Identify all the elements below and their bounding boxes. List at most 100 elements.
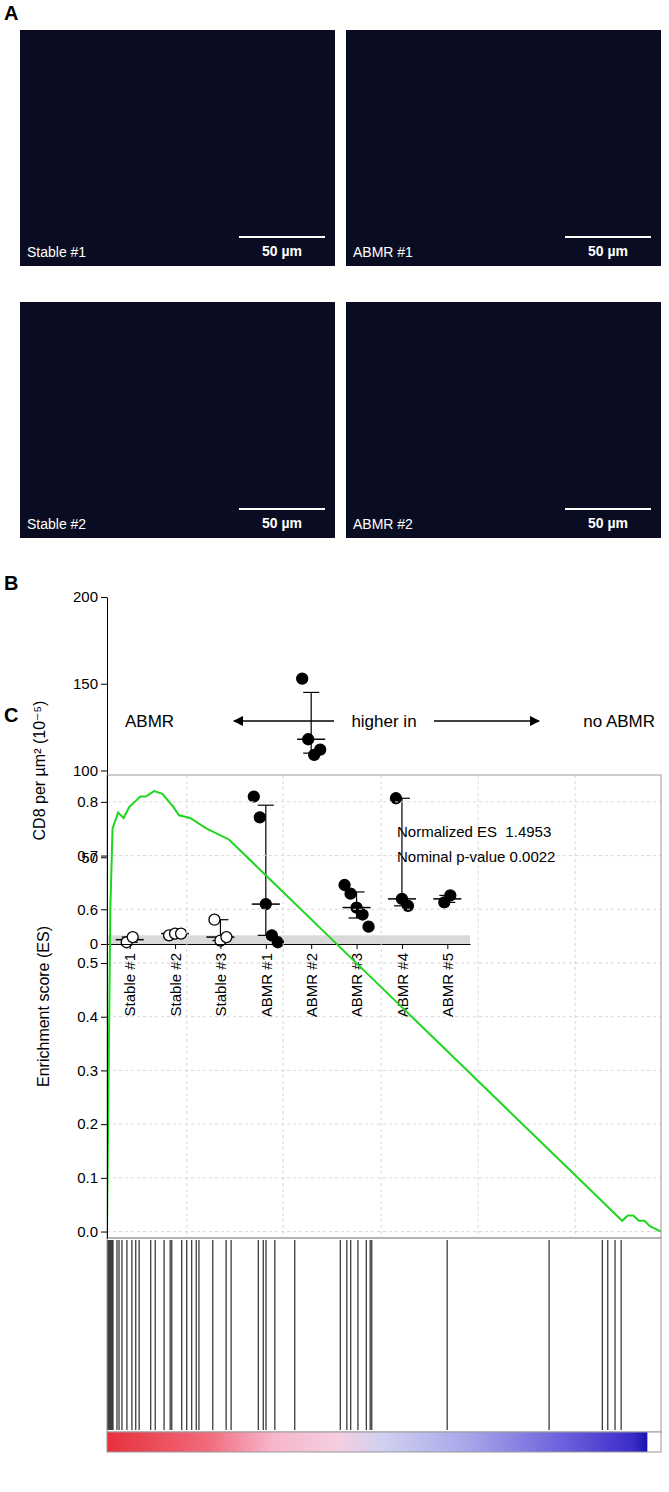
hit-line [196, 1240, 197, 1430]
tick-label: 0.4 [77, 1008, 98, 1025]
direction-arrow [234, 720, 334, 722]
y-tick: 0.3 [77, 1062, 107, 1079]
tick-mark [101, 857, 107, 858]
image-background [20, 302, 335, 538]
axis-line [108, 944, 471, 945]
hit-line [357, 1240, 358, 1430]
tick-label: ABMR #5 [439, 953, 456, 1017]
tick-mark [101, 1017, 107, 1018]
data-point [445, 890, 456, 901]
image-label: ABMR #2 [353, 516, 413, 532]
image-background [20, 30, 335, 266]
image-label: Stable #1 [27, 244, 86, 260]
data-point [363, 921, 374, 932]
panel-label: B [4, 572, 18, 594]
hit-line [366, 1240, 367, 1430]
hit-line [116, 1240, 117, 1430]
x-tick: ABMR #1 [258, 944, 275, 1017]
data-point [260, 899, 271, 910]
hit-line [198, 1240, 199, 1430]
x-tick: ABMR #2 [303, 944, 320, 1017]
hit-line [150, 1240, 151, 1430]
hit-line [212, 1240, 213, 1430]
data-point [221, 932, 232, 943]
hit-line [108, 1240, 109, 1430]
hit-line [263, 1240, 264, 1430]
hit-line [371, 1240, 372, 1430]
tick-mark [101, 771, 107, 772]
scale-bar-label: 50 µm [588, 243, 628, 259]
annotation: Normalized ES 1.4953 [397, 823, 551, 840]
y-tick: 0.6 [77, 901, 107, 918]
tick-mark [101, 1178, 107, 1179]
whisker-cap [303, 692, 319, 693]
y-axis-title: CD8 per µm² (10⁻⁵) [31, 701, 48, 841]
data-point [357, 909, 368, 920]
tick-label: 0.1 [77, 1169, 98, 1186]
data-point [209, 914, 220, 925]
data-point [297, 673, 308, 684]
data-point [272, 937, 283, 948]
whisker [265, 805, 266, 935]
tick-mark [101, 963, 107, 964]
annotation: Nominal p-value 0.0022 [397, 848, 555, 865]
x-tick: Stable #3 [212, 944, 229, 1016]
y-tick: 0.2 [77, 1115, 107, 1132]
hit-line [258, 1240, 259, 1430]
hit-line [186, 1240, 187, 1430]
grid-line [107, 1124, 661, 1125]
scale-bar-label: 50 µm [588, 515, 628, 531]
image-tile: ABMR #2 50 µm [346, 302, 661, 538]
hit-line [370, 1240, 371, 1430]
hit-line [350, 1240, 351, 1430]
grid-line [283, 775, 284, 1238]
plot-area [107, 791, 661, 1231]
x-tick: ABMR #3 [348, 944, 365, 1017]
y-tick: 0.8 [77, 793, 107, 810]
tick-label: 100 [73, 762, 98, 779]
tick-label: 0.5 [77, 954, 98, 971]
rank-color-bar [107, 1432, 661, 1452]
whisker-cap [258, 805, 274, 806]
hit-line [109, 1240, 110, 1430]
hit-line [139, 1240, 140, 1430]
tick-label: 0.3 [77, 1062, 98, 1079]
tick-label: 0.2 [77, 1115, 98, 1132]
tick-label: 0 [90, 935, 98, 952]
hit-line [135, 1240, 136, 1430]
tick-mark [220, 944, 221, 949]
y-axis-title: Enrichment score (ES) [35, 926, 52, 1087]
tick-mark [101, 944, 107, 945]
grid-line [107, 962, 661, 963]
direction-label: no ABMR [583, 712, 655, 731]
y-tick: 0.1 [77, 1169, 107, 1186]
tick-label: 0.7 [77, 847, 98, 864]
hit-line [164, 1240, 165, 1430]
hit-line [549, 1240, 550, 1430]
x-tick: Stable #1 [121, 944, 138, 1016]
tick-mark [447, 944, 448, 949]
data-point [248, 791, 259, 802]
hit-line [121, 1240, 122, 1430]
hit-line [119, 1240, 120, 1430]
scale-bar [565, 508, 651, 510]
hit-line [294, 1240, 295, 1430]
data-point [303, 734, 314, 745]
tick-mark [266, 944, 267, 949]
grid-line [107, 801, 661, 802]
scale-bar-label: 50 µm [262, 515, 302, 531]
hit-line [181, 1240, 182, 1430]
panel-label: A [4, 2, 18, 24]
grid-line [107, 1016, 661, 1017]
hit-line [107, 1240, 108, 1430]
image-label: ABMR #1 [353, 244, 413, 260]
hit-line [191, 1240, 192, 1430]
image-tile: ABMR #1 50 µm [346, 30, 661, 266]
scale-bar [239, 236, 325, 238]
image-tile: Stable #250 µm [20, 302, 335, 538]
hit-line [340, 1240, 341, 1430]
hits [107, 1240, 621, 1430]
y-axis: 050100150200 [73, 588, 108, 952]
hit-line [447, 1240, 448, 1430]
tick-label: 200 [73, 588, 98, 605]
